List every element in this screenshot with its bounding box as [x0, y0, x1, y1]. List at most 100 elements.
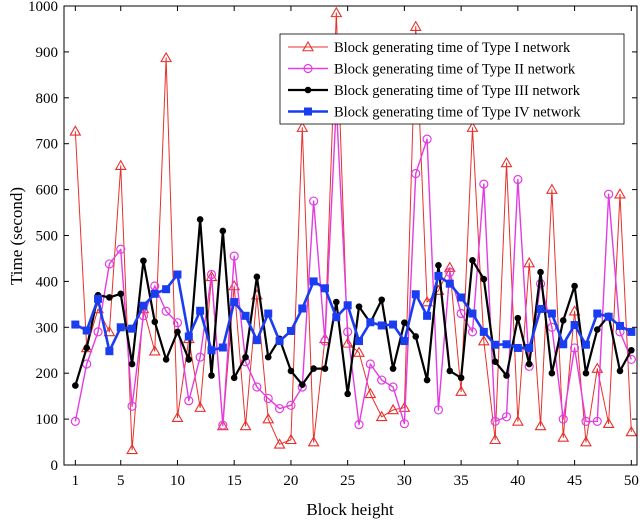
series-2-point-33 [433, 405, 444, 415]
series-3-point-7 [140, 257, 147, 265]
series-4-point-38 [491, 340, 500, 349]
series-2-point-5 [116, 244, 126, 254]
series-4-point-29 [389, 320, 398, 329]
series-3-line [74, 218, 633, 395]
series-1-point-1 [69, 125, 82, 136]
series-4-point-28 [377, 321, 386, 330]
series-4-point-19 [275, 337, 284, 346]
legend-label-2: Block generating time of Type II network [334, 62, 576, 78]
series-2-point-48 [604, 189, 614, 199]
series-4-point-12 [196, 306, 205, 315]
series-3-point-38 [491, 358, 499, 366]
series-4-point-35 [457, 293, 466, 302]
series-1-point-27 [364, 387, 377, 399]
x-tick-label-40: 40 [510, 473, 525, 489]
series-2-point-37 [479, 179, 489, 189]
series-1-point-14 [216, 419, 229, 431]
series-1-point-21 [296, 121, 309, 132]
series-1-point-50 [625, 425, 638, 437]
series-4-point-6 [128, 324, 137, 333]
legend-box [279, 33, 625, 125]
series-4-point-31 [411, 290, 420, 299]
series-2-point-39 [501, 412, 512, 422]
series-1-point-46 [579, 435, 592, 447]
series-3-point-47 [593, 326, 601, 333]
series-4-point-15 [230, 298, 239, 307]
x-tick-label-15: 15 [227, 473, 242, 489]
series-3-point-41 [525, 360, 533, 368]
x-tick-label-20: 20 [283, 473, 298, 489]
series-3-point-42 [537, 268, 544, 276]
series-3-point-1 [72, 382, 79, 389]
series-1-point-26 [353, 346, 365, 357]
series-2-point-29 [388, 382, 398, 392]
series-1-point-38 [489, 433, 502, 445]
y-tick-label-700: 700 [36, 137, 59, 153]
series-4-point-16 [241, 311, 250, 320]
series-2-point-32 [422, 134, 432, 144]
y-tick-label-100: 100 [36, 412, 59, 428]
series-2-point-27 [365, 359, 375, 369]
series-1-point-6 [126, 443, 139, 455]
legend-entry-2: Block generating time of Type II network [288, 62, 576, 78]
series-3-point-21 [298, 381, 306, 388]
series-2-point-26 [354, 420, 364, 430]
series-3-point-20 [287, 367, 295, 375]
series-1-point-37 [477, 334, 490, 346]
series-2-point-14 [218, 420, 228, 430]
series-2-point-13 [206, 269, 217, 280]
series-4-point-33 [434, 271, 443, 280]
series-4-point-9 [162, 285, 171, 294]
legend-label-4: Block generating time of Type IV network [334, 105, 581, 121]
series-2-point-22 [309, 196, 319, 206]
series-1-point-40 [511, 415, 524, 426]
legend-entry-1: Block generating time of Type I network [288, 40, 571, 56]
series-3-point-2 [83, 344, 90, 352]
series-1-point-24 [330, 6, 343, 18]
series-1-point-19 [273, 438, 286, 449]
series-4-point-44 [559, 340, 568, 349]
series-4-point-1 [71, 320, 80, 329]
y-tick-label-800: 800 [36, 91, 59, 107]
series-4-point-25 [343, 301, 352, 310]
legend-label-3: Block generating time of Type III networ… [334, 83, 581, 99]
series-2-point-35 [456, 308, 466, 319]
series-4-point-34 [445, 279, 454, 288]
series-3-point-15 [230, 374, 238, 382]
series-3-point-39 [503, 372, 510, 379]
series-4-point-4 [105, 347, 114, 356]
series-2-point-36 [467, 327, 478, 337]
series-3-point-37 [480, 275, 488, 283]
series-2-point-34 [445, 267, 455, 277]
series-1-point-31 [409, 20, 422, 31]
series-1-point-34 [443, 261, 456, 272]
series-1-point-42 [534, 419, 547, 431]
series-2-point-47 [592, 416, 602, 426]
series-1-point-4 [103, 325, 116, 337]
series-4-point-45 [570, 321, 579, 330]
series-3-point-26 [355, 303, 363, 310]
series-3-point-35 [457, 374, 465, 382]
legend-entry-4: Block generating time of Type IV network [288, 105, 581, 121]
y-tick-label-0: 0 [51, 458, 59, 474]
series-3-point-24 [333, 298, 340, 306]
series-3-point-12 [196, 216, 204, 223]
series-4-point-43 [547, 309, 556, 318]
series-3-point-43 [548, 369, 556, 377]
series-4-point-40 [513, 343, 522, 352]
series-3-point-9 [162, 356, 170, 363]
series-2-point-40 [513, 174, 523, 185]
series-4-point-27 [366, 318, 375, 327]
series-4-point-39 [502, 340, 511, 349]
series-3-point-33 [435, 262, 442, 269]
series-2-point-12 [195, 352, 205, 362]
series-4-point-23 [320, 284, 329, 293]
series-4-point-5 [116, 323, 125, 332]
series-2-point-15 [229, 251, 239, 261]
series-3-point-44 [559, 317, 567, 324]
series-4-point-10 [173, 270, 182, 279]
x-tick-label-10: 10 [170, 473, 185, 489]
series-3-point-31 [412, 333, 420, 340]
series-1-point-22 [307, 435, 320, 447]
